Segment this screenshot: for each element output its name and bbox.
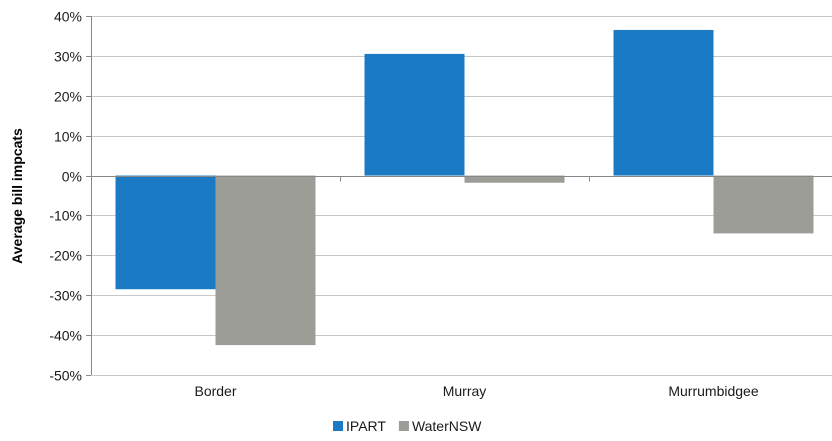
y-tick-labels: 40% 30% 20% 10% 0% -10% -20% -30% -40% -50% — [49, 9, 82, 384]
bar-ipart-border — [115, 175, 216, 290]
y-tick-label: -40% — [49, 328, 82, 344]
legend-swatch-waternsw — [398, 421, 409, 431]
y-tick-label: -20% — [49, 248, 82, 264]
bar-waternsw-murray — [464, 175, 565, 183]
bar-ipart-murrumbidgee — [613, 29, 714, 176]
x-tick-label: Murrumbidgee — [668, 383, 758, 399]
axes — [86, 16, 832, 376]
legend: IPART WaterNSW — [333, 418, 482, 434]
legend-label-ipart: IPART — [346, 418, 386, 434]
x-tick-label: Murray — [443, 383, 487, 399]
legend-swatch-ipart — [333, 421, 343, 431]
y-tick-label: 40% — [54, 9, 82, 25]
y-tick-label: 30% — [54, 49, 82, 65]
y-axis-title: Average bill impcats — [9, 128, 25, 264]
y-tick-label: 10% — [54, 129, 82, 145]
y-tick-label: 20% — [54, 89, 82, 105]
bar-waternsw-border — [215, 175, 316, 346]
y-tick-label: 0% — [62, 169, 82, 185]
bar-waternsw-murrumbidgee — [713, 175, 814, 234]
bars — [115, 29, 814, 346]
y-tick-label: -50% — [49, 368, 82, 384]
x-tick-labels: Border Murray Murrumbidgee — [194, 383, 758, 399]
bar-ipart-murray — [364, 53, 465, 176]
y-tick-label: -30% — [49, 288, 82, 304]
x-tick-label: Border — [194, 383, 236, 399]
legend-label-waternsw: WaterNSW — [412, 418, 482, 434]
y-tick-label: -10% — [49, 208, 82, 224]
